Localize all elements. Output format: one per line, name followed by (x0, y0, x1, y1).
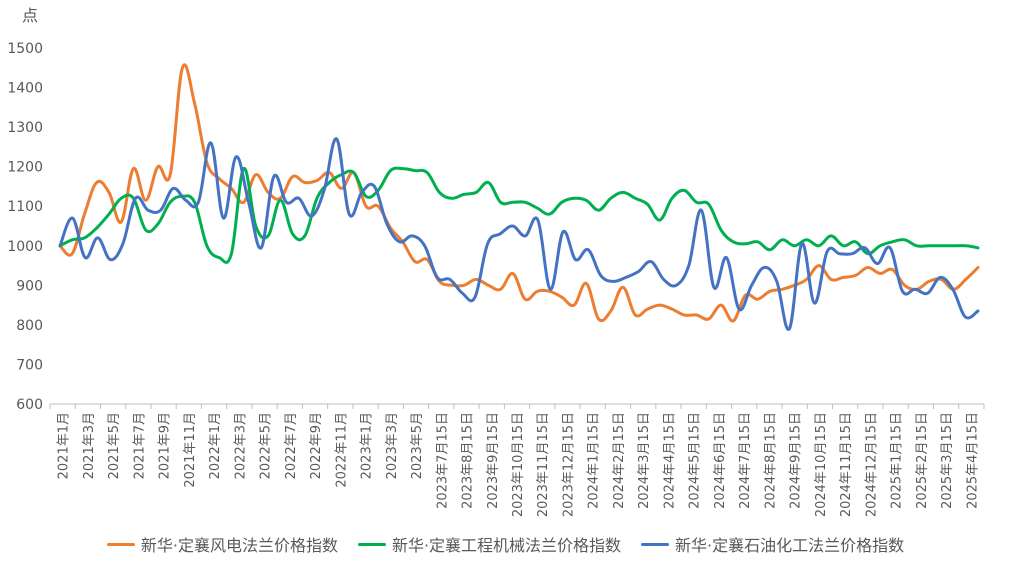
x-tick-label: 2025年4月15日 (965, 412, 980, 509)
x-tick-label: 2022年3月 (233, 412, 248, 479)
x-tick-label: 2024年8月15日 (763, 412, 778, 509)
x-tick-label: 2023年12月15日 (561, 412, 576, 517)
x-tick-label: 2024年10月15日 (814, 412, 829, 517)
x-tick-label: 2024年4月15日 (662, 412, 677, 509)
x-tick-label: 2024年12月15日 (864, 412, 879, 517)
x-tick-label: 2025年3月15日 (940, 412, 955, 509)
x-tick-label: 2023年9月15日 (486, 412, 501, 509)
x-tick-label: 2024年11月15日 (839, 412, 854, 517)
x-tick-label: 2021年1月 (57, 412, 72, 479)
legend-swatch (641, 542, 670, 546)
y-tick-label: 1100 (7, 199, 43, 215)
x-tick-label: 2021年5月 (107, 412, 122, 479)
plot-lines (58, 63, 980, 331)
series-line-1 (58, 63, 980, 323)
y-axis-unit-label: 点 (22, 6, 38, 25)
legend-swatch (357, 542, 386, 546)
x-tick-label: 2021年11月 (183, 412, 198, 488)
x-tick-label: 2022年1月 (208, 412, 223, 479)
y-tick-label: 1500 (7, 41, 43, 57)
y-tick-label: 1000 (7, 239, 43, 255)
x-tick-label: 2023年1月 (360, 412, 375, 479)
x-tick-label: 2024年6月15日 (713, 412, 728, 509)
x-tick-label: 2023年11月15日 (536, 412, 551, 517)
x-tick-label: 2025年1月15日 (890, 412, 905, 509)
x-tick-label: 2022年5月 (259, 412, 274, 479)
x-tick-label: 2024年1月15日 (587, 412, 602, 509)
y-axis: 600 700 800 900 1000 1100 1200 1300 1400 1500 (7, 41, 43, 413)
y-tick-label: 700 (16, 357, 43, 373)
x-tick-label: 2021年9月 (158, 412, 173, 479)
series-line-3 (58, 137, 980, 331)
x-tick-label: 2025年2月15日 (915, 412, 930, 509)
x-tick-label: 2023年10月15日 (511, 412, 526, 517)
x-tick-label: 2021年7月 (132, 412, 147, 479)
x-tick-label: 2022年9月 (309, 412, 324, 479)
x-tick-label: 2023年7月15日 (435, 412, 450, 509)
legend-item-1: 新华·定襄风电法兰价格指数 (106, 532, 338, 556)
x-tick-label: 2022年11月 (334, 412, 349, 488)
y-tick-label: 900 (16, 278, 43, 294)
y-tick-label: 600 (16, 397, 43, 413)
x-axis: 2021年1月 2021年3月 2021年5月 2021年7月 2021年9月 2021年… (49, 403, 985, 517)
legend-item-2: 新华·定襄工程机械法兰价格指数 (357, 532, 622, 556)
y-tick-label: 1300 (7, 120, 43, 136)
x-tick-label: 2024年3月15日 (637, 412, 652, 509)
x-tick-label: 2023年3月 (385, 412, 400, 479)
legend-swatch (106, 542, 135, 546)
x-tick-label: 2021年3月 (82, 412, 97, 479)
legend-label: 新华·定襄风电法兰价格指数 (140, 536, 338, 555)
x-tick-label: 2024年9月15日 (789, 412, 804, 509)
y-tick-label: 1200 (7, 160, 43, 176)
x-tick-label: 2024年7月15日 (738, 412, 753, 509)
x-tick-label: 2024年2月15日 (612, 412, 627, 509)
legend: 新华·定襄风电法兰价格指数 新华·定襄工程机械法兰价格指数 新华·定襄石油化工法兰价… (0, 530, 1011, 558)
legend-label: 新华·定襄石油化工法兰价格指数 (675, 536, 905, 555)
y-tick-label: 1400 (7, 81, 43, 97)
x-tick-label: 2024年5月15日 (688, 412, 703, 509)
x-tick-label: 2023年8月15日 (461, 412, 476, 509)
legend-item-3: 新华·定襄石油化工法兰价格指数 (641, 532, 904, 556)
y-tick-label: 800 (16, 318, 43, 334)
series-line-2 (58, 166, 980, 264)
x-tick-label: 2022年7月 (284, 412, 299, 479)
x-tick-label: 2023年5月 (410, 412, 425, 479)
legend-label: 新华·定襄工程机械法兰价格指数 (391, 536, 622, 555)
line-chart: 点 600 700 800 900 1000 1100 1200 1300 1400 1500 2… (7, 6, 985, 517)
